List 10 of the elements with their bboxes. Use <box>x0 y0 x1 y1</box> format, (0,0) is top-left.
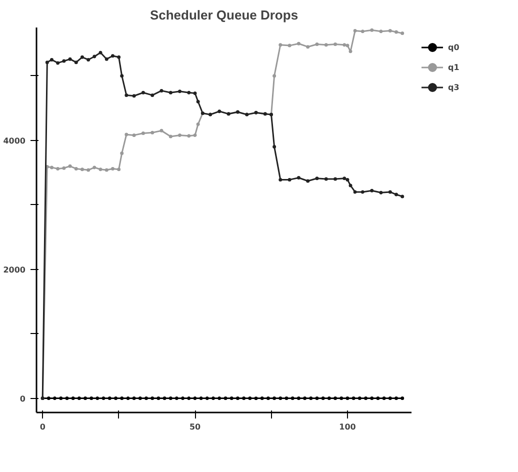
y-tick-label: 4000 <box>3 136 26 146</box>
x-tick-label: 100 <box>339 422 356 432</box>
y-tick-label: 2000 <box>3 265 26 274</box>
legend-label: q3 <box>448 82 460 92</box>
legend-label: q0 <box>448 42 460 52</box>
x-tick-label: 50 <box>189 422 202 432</box>
x-tick-label: 0 <box>40 422 46 432</box>
y-tick-label: 0 <box>20 394 26 404</box>
legend-label: q1 <box>448 62 460 72</box>
chart-title: Scheduler Queue Drops <box>150 8 298 22</box>
